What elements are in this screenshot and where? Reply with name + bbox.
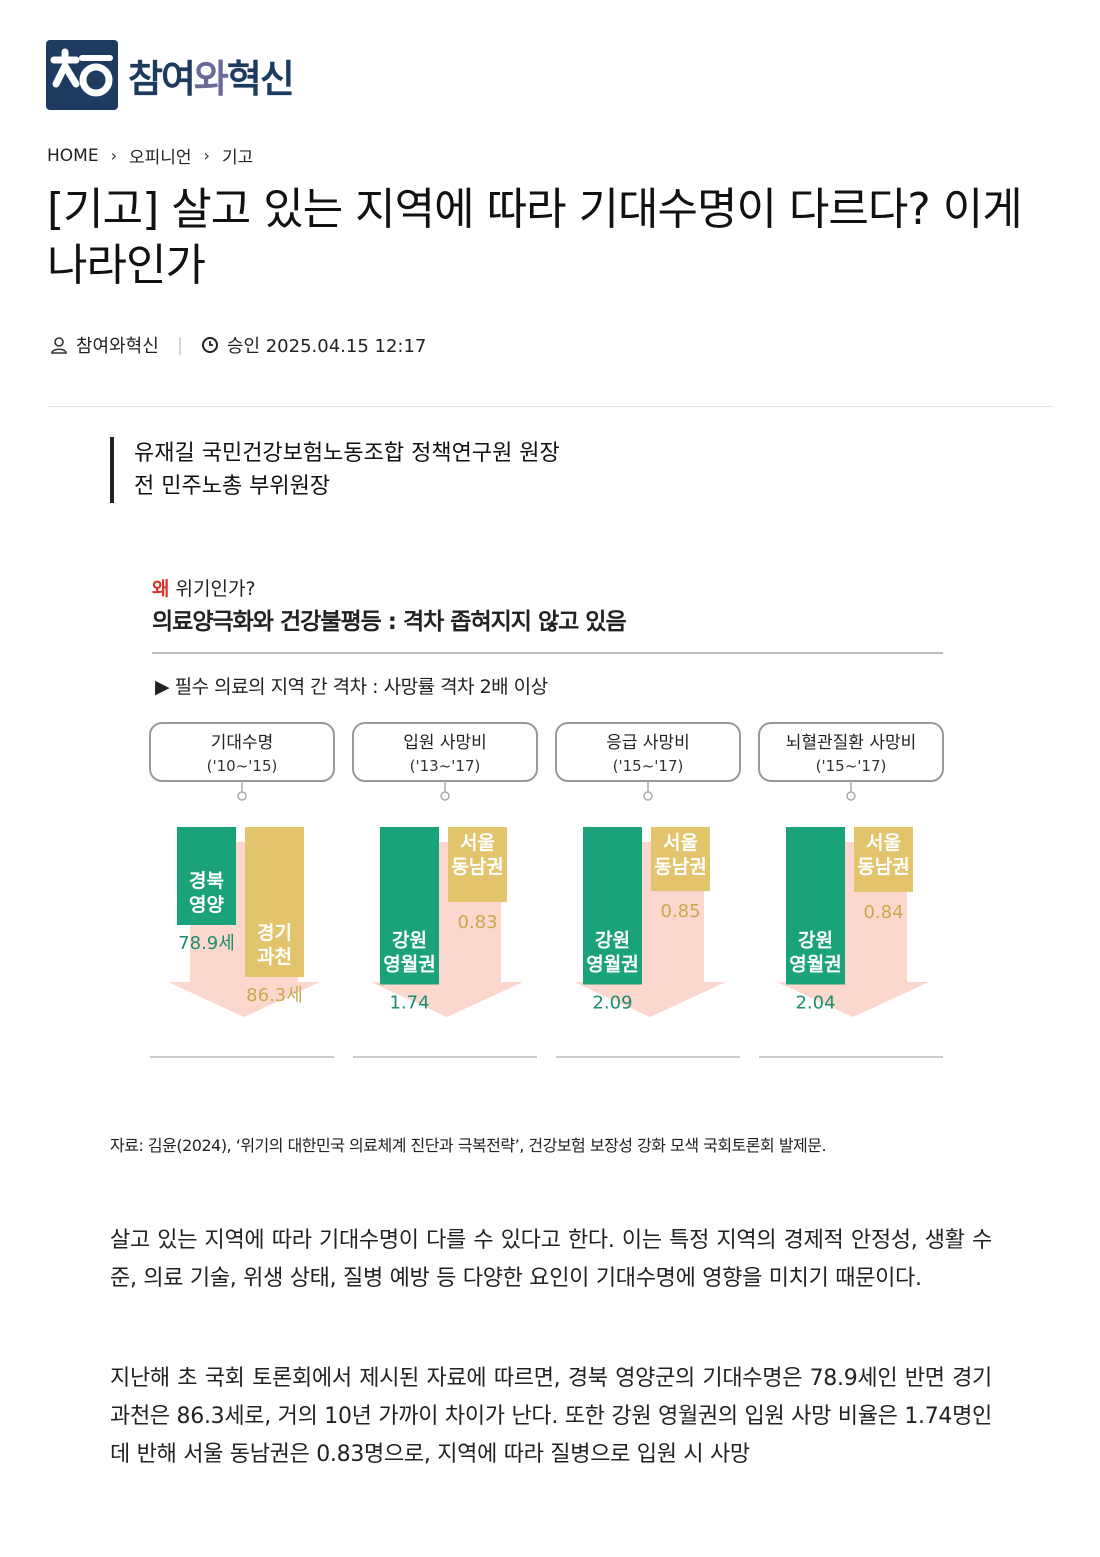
panel-connector-dot	[846, 791, 856, 801]
bar-category-label: 경북 영양	[189, 870, 224, 916]
bar-value-label: 1.74	[389, 993, 429, 1014]
bar-category-label: 강원 영월권	[586, 930, 638, 976]
panel-connector-dot	[237, 791, 247, 801]
chart-subtitle: ▶ 필수 의료의 지역 간 격차 : 사망률 격차 2배 이상	[155, 676, 548, 698]
chart-title: 의료양극화와 건강불평등 : 격차 좁혀지지 않고 있음	[152, 609, 626, 635]
breadcrumb-home[interactable]: HOME	[47, 145, 99, 166]
chart-bar	[786, 827, 845, 985]
header-divider	[47, 406, 1053, 407]
bar-category-line: 경기	[257, 922, 292, 944]
panel-label: 응급 사망비	[606, 733, 690, 753]
figure-caption: 자료: 김윤(2024), ‘위기의 대한민국 의료체계 진단과 극복전략’, …	[110, 1136, 827, 1155]
bar-category-line: 영월권	[789, 954, 841, 976]
bar-category-line: 영월권	[383, 954, 435, 976]
bar-value-label: 2.09	[592, 993, 632, 1014]
author-name[interactable]: 참여와혁신	[76, 336, 159, 357]
chart-kicker-highlight: 왜	[152, 578, 169, 600]
bar-category-line: 동남권	[451, 856, 503, 878]
chart-bar	[651, 827, 710, 892]
bar-category-label: 서울 동남권	[451, 832, 503, 878]
author-line-2: 전 민주노총 부위원장	[134, 474, 331, 499]
bar-category-line: 경북	[189, 870, 224, 892]
bar-category-label: 경기 과천	[257, 922, 292, 968]
chart-bar	[854, 827, 913, 892]
clock-icon	[201, 337, 218, 353]
meta-divider: |	[176, 334, 183, 356]
chart-bar	[380, 827, 439, 985]
paragraph-1: 살고 있는 지역에 따라 기대수명이 다를 수 있다고 한다. 이는 특정 지역…	[110, 1228, 992, 1291]
panel-label: 뇌혈관질환 사망비	[786, 733, 917, 753]
user-icon	[51, 337, 67, 354]
bar-value-label: 2.04	[795, 993, 835, 1014]
panel-label: 입원 사망비	[403, 733, 487, 753]
bar-category-line: 과천	[257, 946, 292, 968]
panel-period: ('15~'17)	[816, 757, 887, 775]
chart-bar	[177, 827, 236, 925]
bar-category-label: 강원 영월권	[383, 930, 435, 976]
site-logo[interactable]: 참여와혁신	[46, 40, 306, 120]
logo-mark-icon	[46, 40, 118, 110]
author-line-1: 유재길 국민건강보험노동조합 정책연구원 원장	[134, 441, 560, 466]
chart-kicker-text: 위기인가?	[169, 578, 255, 600]
bar-value-label: 0.83	[457, 912, 497, 933]
bar-category-line: 강원	[595, 930, 630, 952]
bar-category-line: 강원	[392, 930, 427, 952]
infographic-chart: 왜 위기인가? 의료양극화와 건강불평등 : 격차 좁혀지지 않고 있음 ▶ 필수 …	[149, 578, 944, 1058]
bar-category-line: 영월권	[586, 954, 638, 976]
bar-category-label: 서울 동남권	[857, 832, 909, 878]
panel-label: 기대수명	[211, 733, 274, 753]
bar-category-line: 영양	[189, 894, 224, 916]
panel-period: ('10~'15)	[207, 757, 278, 775]
article-title: [기고] 살고 있는 지역에 따라 기대수명이 다르다? 이게 나라인가	[47, 184, 1023, 291]
logo-wordmark: 참여와혁신	[128, 57, 295, 101]
chevron-right-icon: ›	[203, 146, 210, 165]
breadcrumb-category[interactable]: 기고	[221, 148, 254, 168]
bar-value-label: 78.9세	[178, 933, 235, 954]
bar-category-label: 서울 동남권	[654, 832, 706, 878]
panel-period: ('15~'17)	[613, 757, 684, 775]
panel-connector-dot	[643, 791, 653, 801]
chart-bar	[448, 827, 507, 903]
bar-category-line: 동남권	[857, 856, 909, 878]
chart-kicker: 왜 위기인가?	[152, 578, 256, 600]
bar-category-line: 강원	[798, 930, 833, 952]
panel-connector-dot	[440, 791, 450, 801]
chart-bar	[245, 827, 304, 977]
article-meta: 참여와혁신 | 승인 2025.04.15 12:17	[50, 332, 426, 358]
breadcrumb: HOME › 오피니언 › 기고	[47, 143, 254, 169]
chart-bar	[583, 827, 642, 985]
article-figure: 왜 위기인가? 의료양극화와 건강불평등 : 격차 좁혀지지 않고 있음 ▶ 필수 …	[140, 565, 960, 1075]
breadcrumb-section[interactable]: 오피니언	[128, 148, 192, 168]
bar-value-label: 0.84	[863, 902, 903, 923]
bar-category-line: 서울	[663, 832, 698, 854]
chevron-right-icon: ›	[110, 146, 117, 165]
bar-value-label: 86.3세	[246, 985, 303, 1006]
author-byline: 유재길 국민건강보험노동조합 정책연구원 원장 전 민주노총 부위원장	[110, 437, 560, 503]
bar-value-label: 0.85	[660, 901, 700, 922]
published-date: 승인 2025.04.15 12:17	[226, 336, 427, 357]
bar-category-line: 서울	[460, 832, 495, 854]
bar-category-line: 서울	[866, 832, 901, 854]
panel-period: ('13~'17)	[410, 757, 481, 775]
paragraph-2: 지난해 초 국회 토론회에서 제시된 자료에 따르면, 경북 영양군의 기대수명…	[110, 1366, 992, 1467]
bar-category-line: 동남권	[654, 856, 706, 878]
bar-category-label: 강원 영월권	[789, 930, 841, 976]
